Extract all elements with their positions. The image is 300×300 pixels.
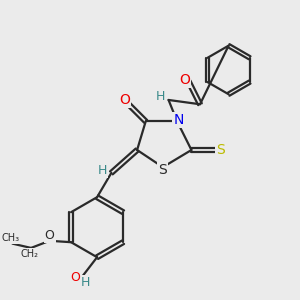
Text: O: O xyxy=(70,271,80,284)
Text: H: H xyxy=(98,164,107,176)
Text: O: O xyxy=(119,93,130,107)
Text: CH₃: CH₃ xyxy=(2,233,20,244)
Text: H: H xyxy=(156,90,165,103)
Text: H: H xyxy=(81,276,90,289)
Text: O: O xyxy=(179,73,190,87)
Text: N: N xyxy=(173,113,184,127)
Text: O: O xyxy=(45,229,55,242)
Text: S: S xyxy=(216,143,224,157)
Text: S: S xyxy=(158,163,167,177)
Text: CH₂: CH₂ xyxy=(21,249,39,259)
